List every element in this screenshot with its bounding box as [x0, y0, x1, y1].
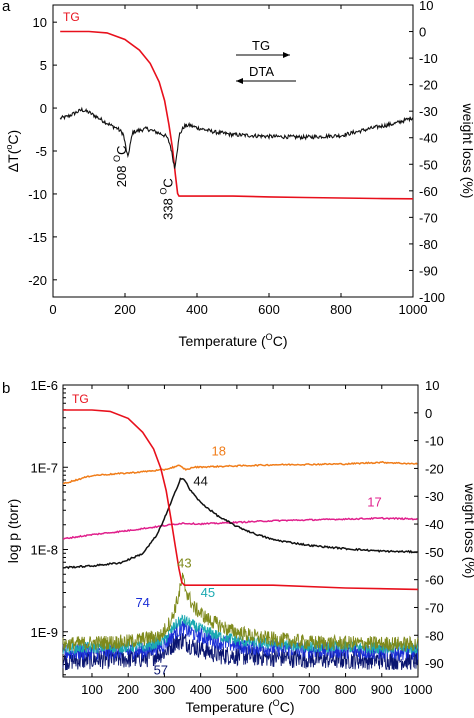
- series-line-dta: [59, 106, 414, 169]
- panel-a-x-title: Temperature (OC): [179, 332, 288, 349]
- panel-a-y-right-tick-label: -20: [419, 78, 438, 93]
- panel-a-series: [59, 30, 414, 200]
- panel-a-y-right-title: weight loss (%): [460, 103, 474, 199]
- panel-b-x-tick-label: 700: [298, 682, 320, 697]
- series-label-44: 44: [193, 473, 207, 488]
- panel-a-x-tick-label: 0: [49, 302, 56, 317]
- panel-b-y-right-tick-label: -50: [425, 545, 444, 560]
- panel-a-arrow-legend: TG DTA: [236, 38, 296, 84]
- panel-a-y-right-tick-label: -90: [419, 263, 438, 278]
- panel-b-letter: b: [2, 380, 10, 397]
- panel-a-y-right-tick-label: 10: [419, 0, 433, 13]
- panel-a-y-left-tick-label: 10: [33, 15, 47, 30]
- series-label-18: 18: [212, 444, 226, 459]
- panel-b-x-axis: 100 200 300 400 500 600 700 800 900 1000: [81, 385, 432, 697]
- series-line-43: [62, 572, 419, 652]
- panel-b-y-left-tick-label: 1E-6: [31, 378, 58, 393]
- panel-a-frame: [52, 4, 414, 298]
- panel-b-y-right-tick-label: -90: [425, 656, 444, 671]
- panel-b-x-title: Temperature (OC): [186, 698, 295, 715]
- panel-b-y-right-tick-label: 0: [425, 406, 432, 421]
- panel-b-left-axis: 1E-6 1E-7 1E-8 1E-9: [31, 378, 68, 676]
- panel-b-x-tick-label: 500: [226, 682, 248, 697]
- panel-b: b 100 200 300 400 500 600 700 800 900 1000 1E-61E…: [2, 378, 474, 715]
- legend-arrow-tg-label: TG: [252, 38, 270, 53]
- series-label-74: 74: [135, 595, 149, 610]
- panel-b-x-tick-label: 1000: [404, 682, 433, 697]
- panel-a-tg-label: TG: [63, 10, 80, 24]
- panel-a-x-tick-label: 400: [186, 302, 208, 317]
- panel-a-y-left-tick-label: -10: [28, 187, 47, 202]
- legend-arrow-dta-head: [236, 78, 243, 84]
- panel-b-y-right-tick-label: 10: [425, 378, 439, 393]
- panel-b-frame: [62, 384, 419, 678]
- panel-b-y-right-tick-label: -30: [425, 489, 444, 504]
- panel-a-x-tick-label: 800: [330, 302, 352, 317]
- panel-b-x-tick-label: 300: [154, 682, 176, 697]
- panel-a-y-left-tick-label: -5: [35, 144, 47, 159]
- panel-a-letter: a: [2, 0, 11, 15]
- panel-b-y-right-tick-label: -60: [425, 573, 444, 588]
- panel-b-x-tick-label: 800: [335, 682, 357, 697]
- legend-arrow-tg-head: [283, 52, 290, 58]
- panel-b-y-left-tick-label: 1E-9: [31, 625, 58, 640]
- series-label-17: 17: [367, 495, 381, 510]
- panel-a-y-right-tick-label: -60: [419, 184, 438, 199]
- panel-a-y-right-tick-label: -80: [419, 237, 438, 252]
- panel-b-y-right-title: weight loss (%): [462, 483, 474, 579]
- panel-a-right-axis: 10 0 -10 -20 -30 -40 -50 -60 -70 -80 -90 -100: [409, 0, 445, 305]
- series-label-45: 45: [201, 585, 215, 600]
- panel-b-right-axis: 10 0 -10 -20 -30 -40 -50 -60 -70 -80 -90: [414, 378, 444, 671]
- panel-a-y-left-tick-label: 5: [40, 58, 47, 73]
- panel-a-y-right-tick-label: -30: [419, 104, 438, 119]
- panel-a-y-right-tick-label: -50: [419, 157, 438, 172]
- panel-a-peak-annotation: 338 OC: [159, 178, 176, 220]
- panel-a-left-axis: 10 5 0 -5 -10 -15 -20: [28, 15, 57, 288]
- legend-arrow-dta-label: DTA: [249, 64, 274, 79]
- panel-b-y-right-tick-label: -70: [425, 600, 444, 615]
- series-line-17: [62, 516, 418, 540]
- panel-b-y-right-tick-label: -40: [425, 517, 444, 532]
- panel-a-y-right-tick-label: 0: [419, 25, 426, 40]
- series-line-44: [62, 477, 418, 570]
- panel-a-y-right-tick-label: -70: [419, 210, 438, 225]
- panel-b-series: [62, 409, 419, 671]
- panel-a-y-right-tick-label: -100: [419, 290, 445, 305]
- panel-b-x-tick-label: 400: [190, 682, 212, 697]
- series-line-tg: [63, 409, 419, 591]
- panel-a-y-left-tick-label: -15: [28, 230, 47, 245]
- panel-a-x-tick-label: 200: [114, 302, 136, 317]
- panel-a-y-left-tick-label: -20: [28, 273, 47, 288]
- panel-b-y-left-title: log p (torr): [5, 499, 21, 564]
- series-line-tg: [60, 30, 414, 200]
- panel-b-x-tick-label: 900: [371, 682, 393, 697]
- series-label-43: 43: [177, 556, 191, 571]
- panel-a-y-right-tick-label: -10: [419, 51, 438, 66]
- panel-a-y-right-tick-label: -40: [419, 131, 438, 146]
- panel-b-tg-label: TG: [72, 392, 89, 406]
- panel-b-x-tick-label: 600: [262, 682, 284, 697]
- panel-b-x-tick-label: 200: [117, 682, 139, 697]
- panel-b-series-labels: 18 44 17 43 45 74 57: [135, 444, 381, 678]
- panel-a-peak-annotation: 208 OC: [112, 146, 129, 188]
- panel-a-annotations: 208 OC 338 OC: [112, 146, 176, 220]
- panel-a-y-left-tick-label: 0: [40, 101, 47, 116]
- series-label-57: 57: [154, 663, 168, 678]
- panel-a-y-left-title: ΔT(oC): [4, 130, 21, 172]
- panel-b-y-left-tick-label: 1E-7: [31, 460, 58, 475]
- panel-a-x-tick-label: 1000: [399, 302, 428, 317]
- panel-b-y-right-tick-label: -20: [425, 461, 444, 476]
- panel-a-x-axis: 0 200 400 600 800 1000: [49, 5, 427, 317]
- panel-b-y-right-tick-label: -80: [425, 628, 444, 643]
- panel-a-x-tick-label: 600: [258, 302, 280, 317]
- panel-b-x-tick-label: 100: [81, 682, 103, 697]
- panel-b-y-right-tick-label: -10: [425, 434, 444, 449]
- panel-b-y-left-tick-label: 1E-8: [31, 543, 58, 558]
- series-line-18: [62, 460, 418, 485]
